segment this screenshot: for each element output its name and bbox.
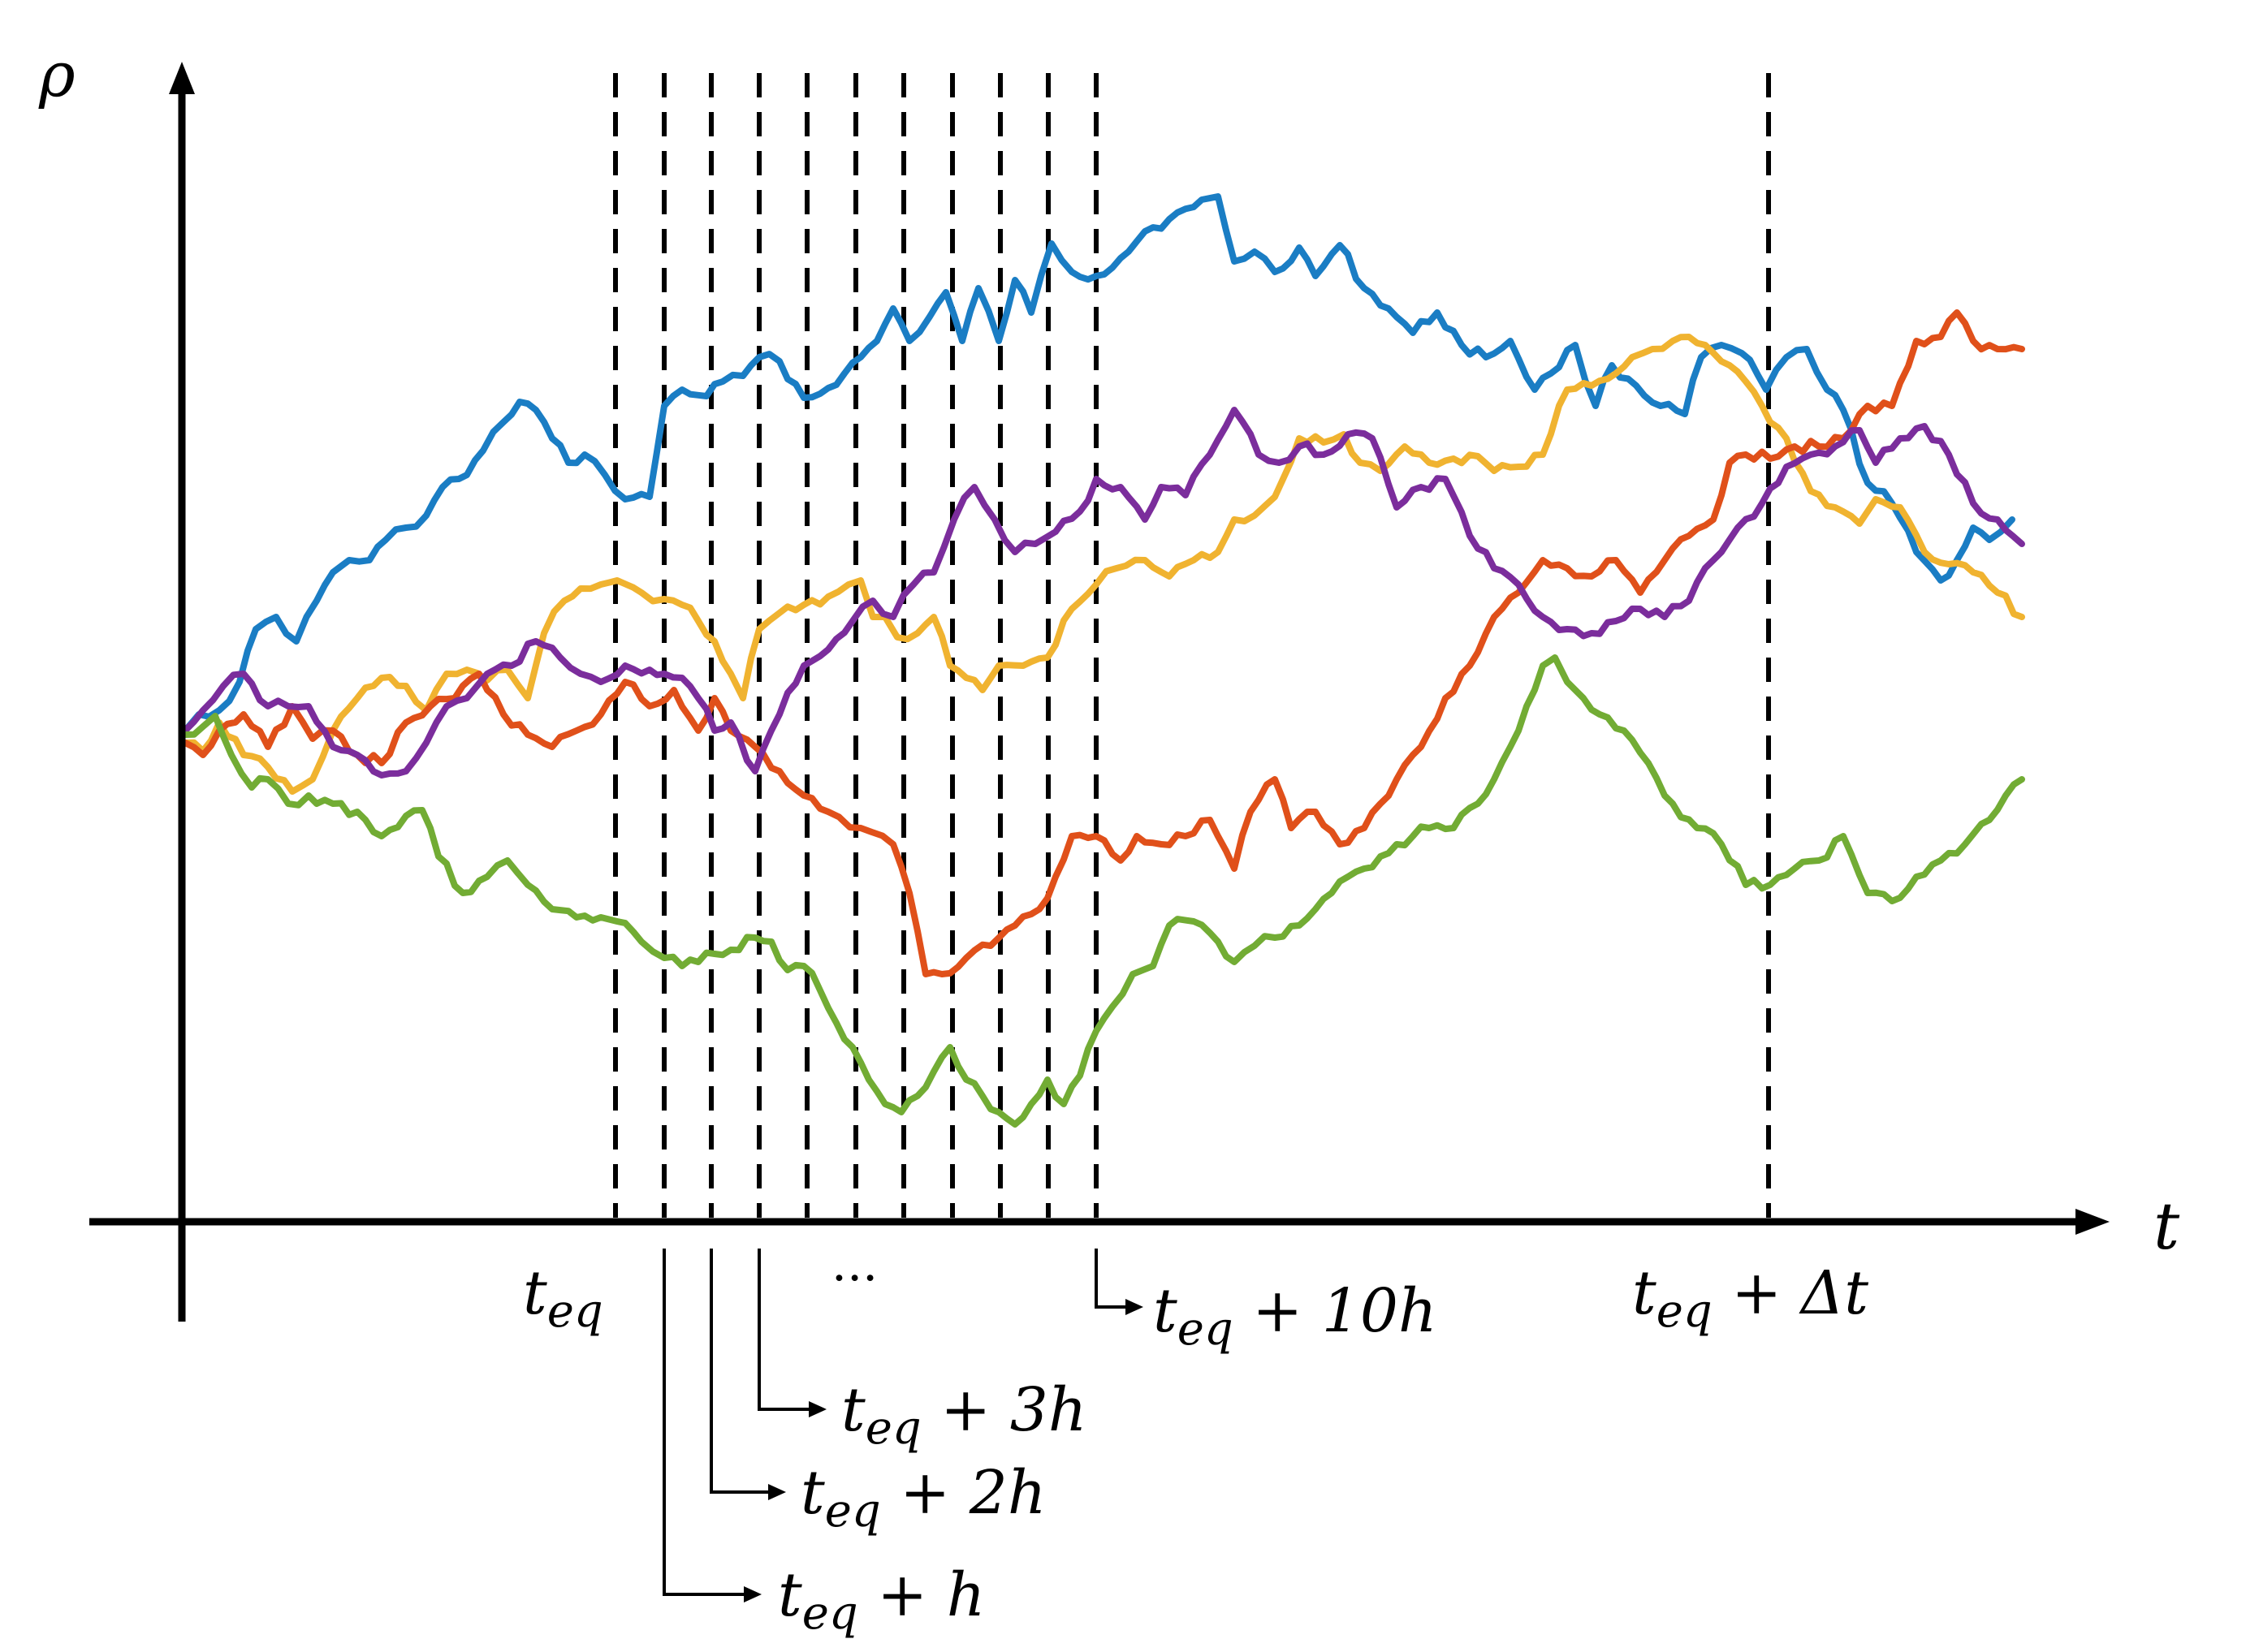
label-t-eq-plus-10h: teq + 10h (1153, 1276, 1437, 1356)
arrowhead-h (744, 1586, 762, 1602)
path-purple (182, 407, 2025, 779)
arrowhead-10h (1125, 1299, 1143, 1315)
label-t-eq-plus-3h: teq + 3h (841, 1375, 1087, 1455)
arrowhead-2h (768, 1484, 786, 1500)
connector-arrowheads (744, 1299, 1143, 1602)
connector-h (663, 1249, 755, 1596)
path-blue (182, 193, 2015, 734)
path-yellow (182, 334, 2025, 795)
label-t-eq-plus-dt: teq + Δt (1632, 1258, 1868, 1338)
label-t-eq-plus-h: teq + h (778, 1560, 985, 1640)
x-axis-arrowhead (2075, 1209, 2110, 1235)
label-ellipsis: ··· (831, 1250, 878, 1307)
sampling-time-lines (613, 73, 1771, 1218)
arrowhead-3h (809, 1401, 827, 1417)
connector-2h (710, 1249, 780, 1494)
x-axis-label: t (2153, 1188, 2180, 1264)
y-axis-label: ρ (38, 38, 76, 110)
y-axis-arrowhead (169, 62, 195, 94)
label-t-eq: teq (523, 1258, 603, 1338)
axes (89, 62, 2110, 1322)
path-red (182, 309, 2025, 977)
label-t-eq-plus-2h: teq + 2h (801, 1458, 1047, 1538)
sample-paths (182, 193, 2025, 1128)
connector-3h (758, 1249, 820, 1411)
marker-connectors (663, 1249, 1137, 1596)
path-green (182, 654, 2025, 1128)
connector-10h (1095, 1249, 1137, 1309)
